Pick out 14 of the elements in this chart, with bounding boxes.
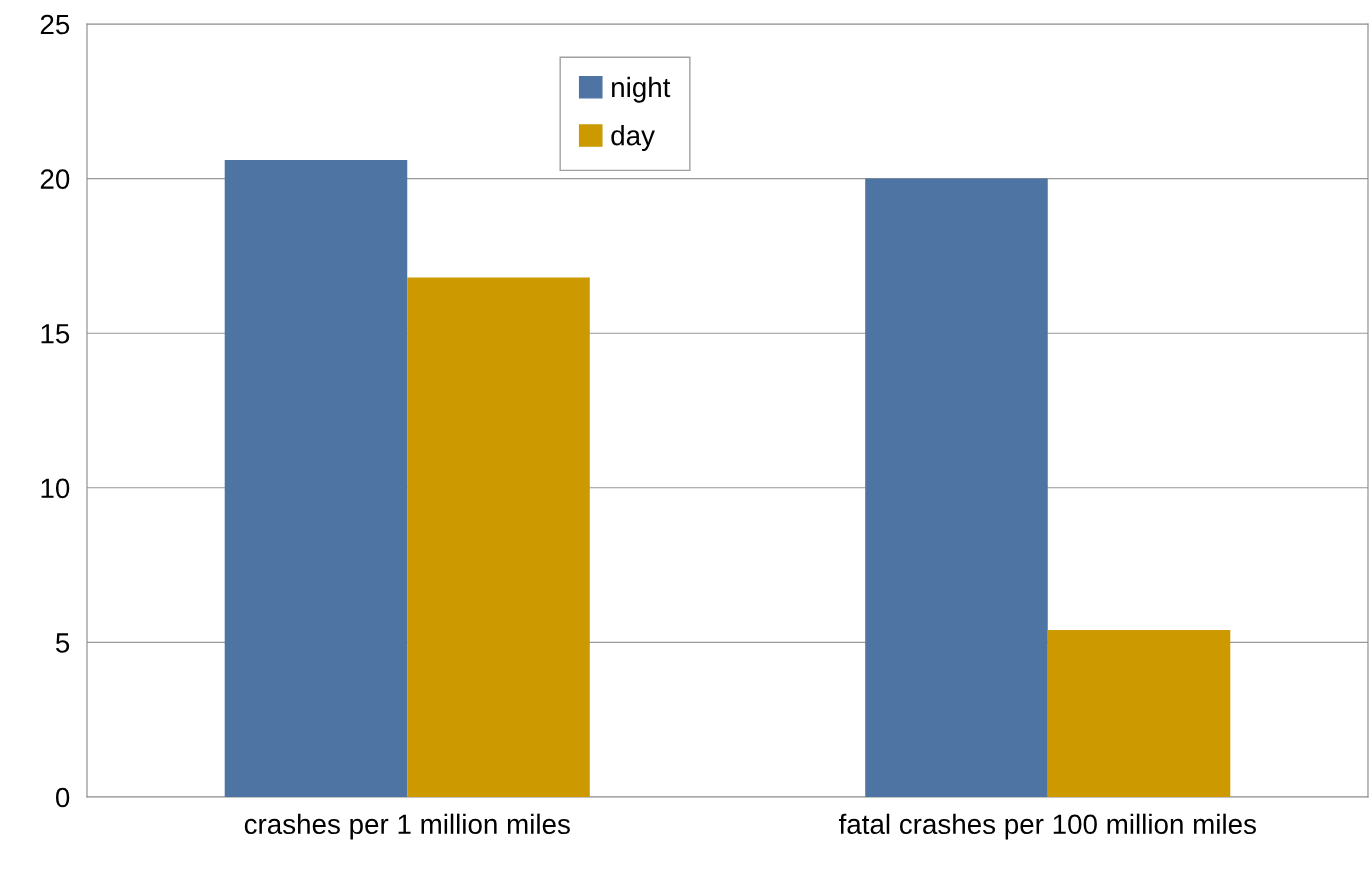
bar [1047, 630, 1231, 797]
bar [865, 178, 1048, 797]
legend-label: day [611, 125, 655, 151]
bar [407, 277, 590, 797]
x-tick-label: crashes per 1 million miles [244, 813, 570, 840]
y-tick-label: 25 [40, 14, 70, 35]
y-tick-label: 0 [55, 787, 70, 808]
x-tick-label: fatal crashes per 100 million miles [838, 813, 1256, 840]
y-tick-label: 20 [40, 169, 70, 189]
y-tick-label: 15 [41, 324, 70, 344]
legend-label: night [612, 76, 671, 103]
y-tick-label: 10 [41, 478, 70, 499]
bar [224, 160, 408, 797]
y-tick-label: 5 [56, 633, 70, 653]
